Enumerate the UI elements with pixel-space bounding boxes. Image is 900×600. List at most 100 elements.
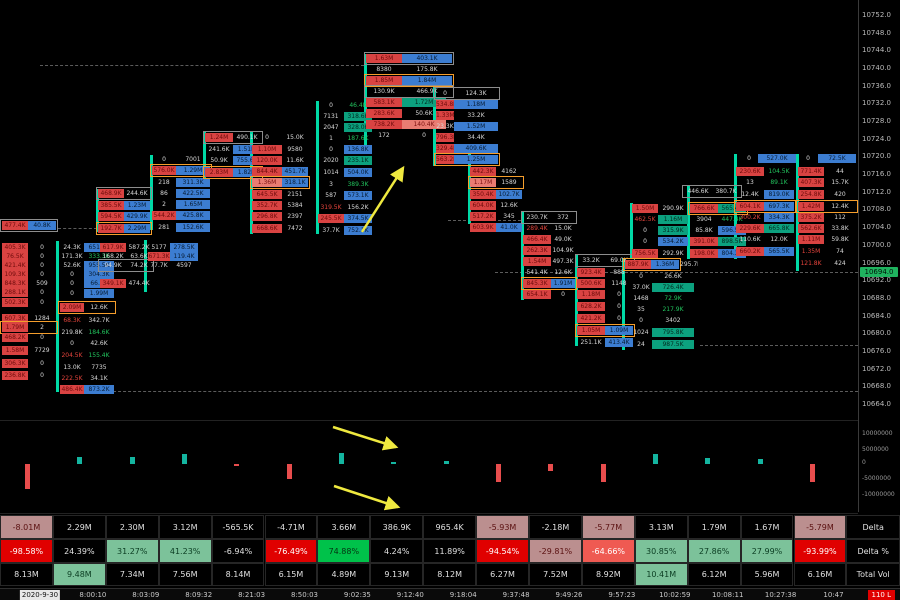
bid-volume-cell: 254.8K (798, 190, 824, 199)
ask-volume-cell: 403.1K (402, 54, 452, 63)
delta-cell: 2.29M (52, 515, 106, 539)
bid-volume-cell: 0 (643, 238, 647, 245)
ask-volume-cell: 74 (836, 248, 844, 255)
bid-volume-cell: 251.1K (580, 339, 602, 346)
ask-volume-cell: 46.4K (349, 102, 367, 109)
footprint-cell-pair: 421.4K 0 (2, 261, 56, 270)
delta-cell: 386.9K (370, 515, 424, 539)
footprint-cell-pair: 1468 72.9K (630, 294, 694, 303)
time-tick-label: 8:03:09 (132, 591, 160, 599)
footprint-cell-pair: 8380 175.8K (366, 65, 452, 74)
bid-volume-cell: 2 (162, 201, 166, 208)
footprint-cell-pair: 660.2K 565.5K (736, 247, 794, 256)
ask-volume-cell: 11.6K (286, 157, 304, 164)
ask-volume-cell: 1.84M (402, 76, 452, 85)
total_volume-cell: 5.96M (740, 563, 794, 586)
footprint-cell-pair: 251.1K 413.4K (577, 338, 633, 347)
bid-volume-cell: 0 (443, 90, 447, 97)
footprint-cell-pair: 0 72.5K (798, 154, 856, 163)
bid-volume-cell: 300.2K (739, 214, 761, 221)
indicator-tick-label: 0 (862, 459, 866, 466)
footprint-cell-pair: 219.8K 184.6K (60, 328, 114, 337)
ask-volume-cell: 175.8K (416, 66, 438, 73)
ask-volume-cell: 7729 (34, 347, 50, 354)
ask-volume-cell: 596.5K (718, 226, 746, 235)
bid-volume-cell: 1.36M (252, 178, 282, 187)
ask-volume-cell: 534.2K (658, 237, 688, 246)
row-label-delta_pct: Delta % (846, 539, 900, 563)
bid-volume-cell: 68.3K (63, 317, 81, 324)
ask-volume-cell: 819.0K (764, 190, 794, 199)
bid-volume-cell: 1.58M (2, 346, 28, 355)
ask-volume-cell: 3402 (665, 317, 681, 324)
bid-volume-cell: 1.63M (366, 54, 402, 63)
ask-volume-cell: 1.65M (176, 200, 210, 209)
footprint-cell-pair: 576.0K 1.29M (150, 164, 212, 177)
footprint-cell-pair: 50.9K 755.6K (205, 156, 261, 165)
ask-volume-cell: 34.4K (467, 134, 485, 141)
price-tick-label: 10724.0 (862, 134, 891, 143)
bid-volume-cell: 576.0K (152, 166, 176, 175)
ask-volume-cell: 0 (422, 132, 426, 139)
footprint-cell-pair: 0 46.4K (318, 101, 372, 110)
footprint-cell-pair: 0 136.8K (318, 145, 372, 154)
footprint-cell-pair: 1.58M 7729 (2, 346, 56, 355)
footprint-cell-pair: 583.1K 1.72M (366, 98, 446, 107)
footprint-cell-pair: 385.5K 1.23M (98, 201, 150, 210)
footprint-cell-pair: 1024 795.8K (630, 328, 694, 337)
footprint-cell-pair: 407.3K 15.7K (798, 178, 856, 187)
ask-volume-cell: 804.3K (718, 249, 746, 258)
footprint-cell-pair: 0 26.6K (630, 272, 694, 281)
footprint-cell-pair: 604.1K 697.3K (734, 200, 796, 213)
delta-bar (181, 454, 187, 464)
ask-volume-cell: 1.91M (551, 279, 575, 288)
delta-cell: 2.30M (105, 515, 159, 539)
bid-volume-cell: 517.2K (470, 212, 496, 221)
bid-volume-cell: 7131 (323, 113, 339, 120)
footprint-cell-pair: 654.1K 0 (523, 290, 575, 299)
delta-indicator-panel[interactable] (0, 420, 858, 514)
session-statistics-table: -8.01M 2.29M 2.30M 3.12M -565.5K -4.71M 3.66M 3… (0, 515, 900, 588)
bid-volume-cell: 0 (70, 340, 74, 347)
bid-volume-cell: 86 (160, 190, 168, 197)
footprint-cell-pair: 541.4K 12.6K (523, 268, 575, 277)
bid-volume-cell: 391.0K (690, 237, 718, 246)
footprint-cell-pair: 37.0K 726.4K (630, 283, 694, 292)
column-edge-strip (521, 211, 524, 300)
price-axis[interactable]: 10752.0 10748.0 10744.0 10740.0 10736.0 10732… (860, 0, 900, 512)
ask-volume-cell: 66.8K (84, 279, 114, 288)
bid-volume-cell: 24.3K (63, 244, 81, 251)
footprint-cell-pair: 13 89.1K (736, 178, 794, 187)
footprint-cell-pair: 500.6K 1148 (577, 279, 633, 288)
countdown-badge: 110 L (867, 590, 895, 600)
footprint-cell-pair: 0 15.0K (252, 133, 308, 142)
ask-volume-cell: 1.18M (454, 100, 498, 109)
ask-volume-cell: 987.5K (652, 340, 694, 349)
bid-volume-cell: 76.5K (2, 252, 28, 261)
ask-volume-cell: 0 (40, 253, 44, 260)
bid-volume-cell: 1.10M (252, 145, 282, 154)
bid-volume-cell: 110.6K (739, 236, 761, 243)
ask-volume-cell: 15.7K (831, 179, 849, 186)
footprint-cell-pair: 229.6K 665.8K (736, 224, 794, 233)
time-tick-label: 9:02:35 (343, 591, 371, 599)
time-tick-label: 10:47 (823, 591, 844, 599)
bid-volume-cell: 230.6K (736, 167, 764, 176)
column-edge-strip (150, 155, 153, 230)
price-guide-dashed-line (40, 65, 364, 66)
footprint-cell-pair: 300.2K 334.3K (736, 213, 794, 222)
delta-bar (391, 462, 397, 464)
price-tick-label: 10704.0 (862, 223, 891, 232)
bid-volume-cell: 421.4K (2, 261, 28, 270)
footprint-chart-canvas[interactable]: 477.4K 40.8K 405.3K 0 76.5K 0 421.4K 0 109.3K 0 84… (0, 0, 858, 420)
bid-volume-cell: 12.4K (741, 191, 759, 198)
time-tick-label: 8:09:32 (185, 591, 213, 599)
delta_pct-cell: -94.54% (476, 539, 529, 563)
price-tick-label: 10664.0 (862, 399, 891, 408)
footprint-cell-pair: 468.2K 0 (2, 333, 56, 342)
footprint-cell-pair: 109.3K 0 (2, 270, 56, 279)
delta-cell: -8.01M (0, 515, 53, 539)
price-tick-label: 10728.0 (862, 117, 891, 126)
ask-volume-cell: 1.16M (658, 215, 688, 224)
ask-volume-cell: 311.3K (176, 178, 210, 187)
